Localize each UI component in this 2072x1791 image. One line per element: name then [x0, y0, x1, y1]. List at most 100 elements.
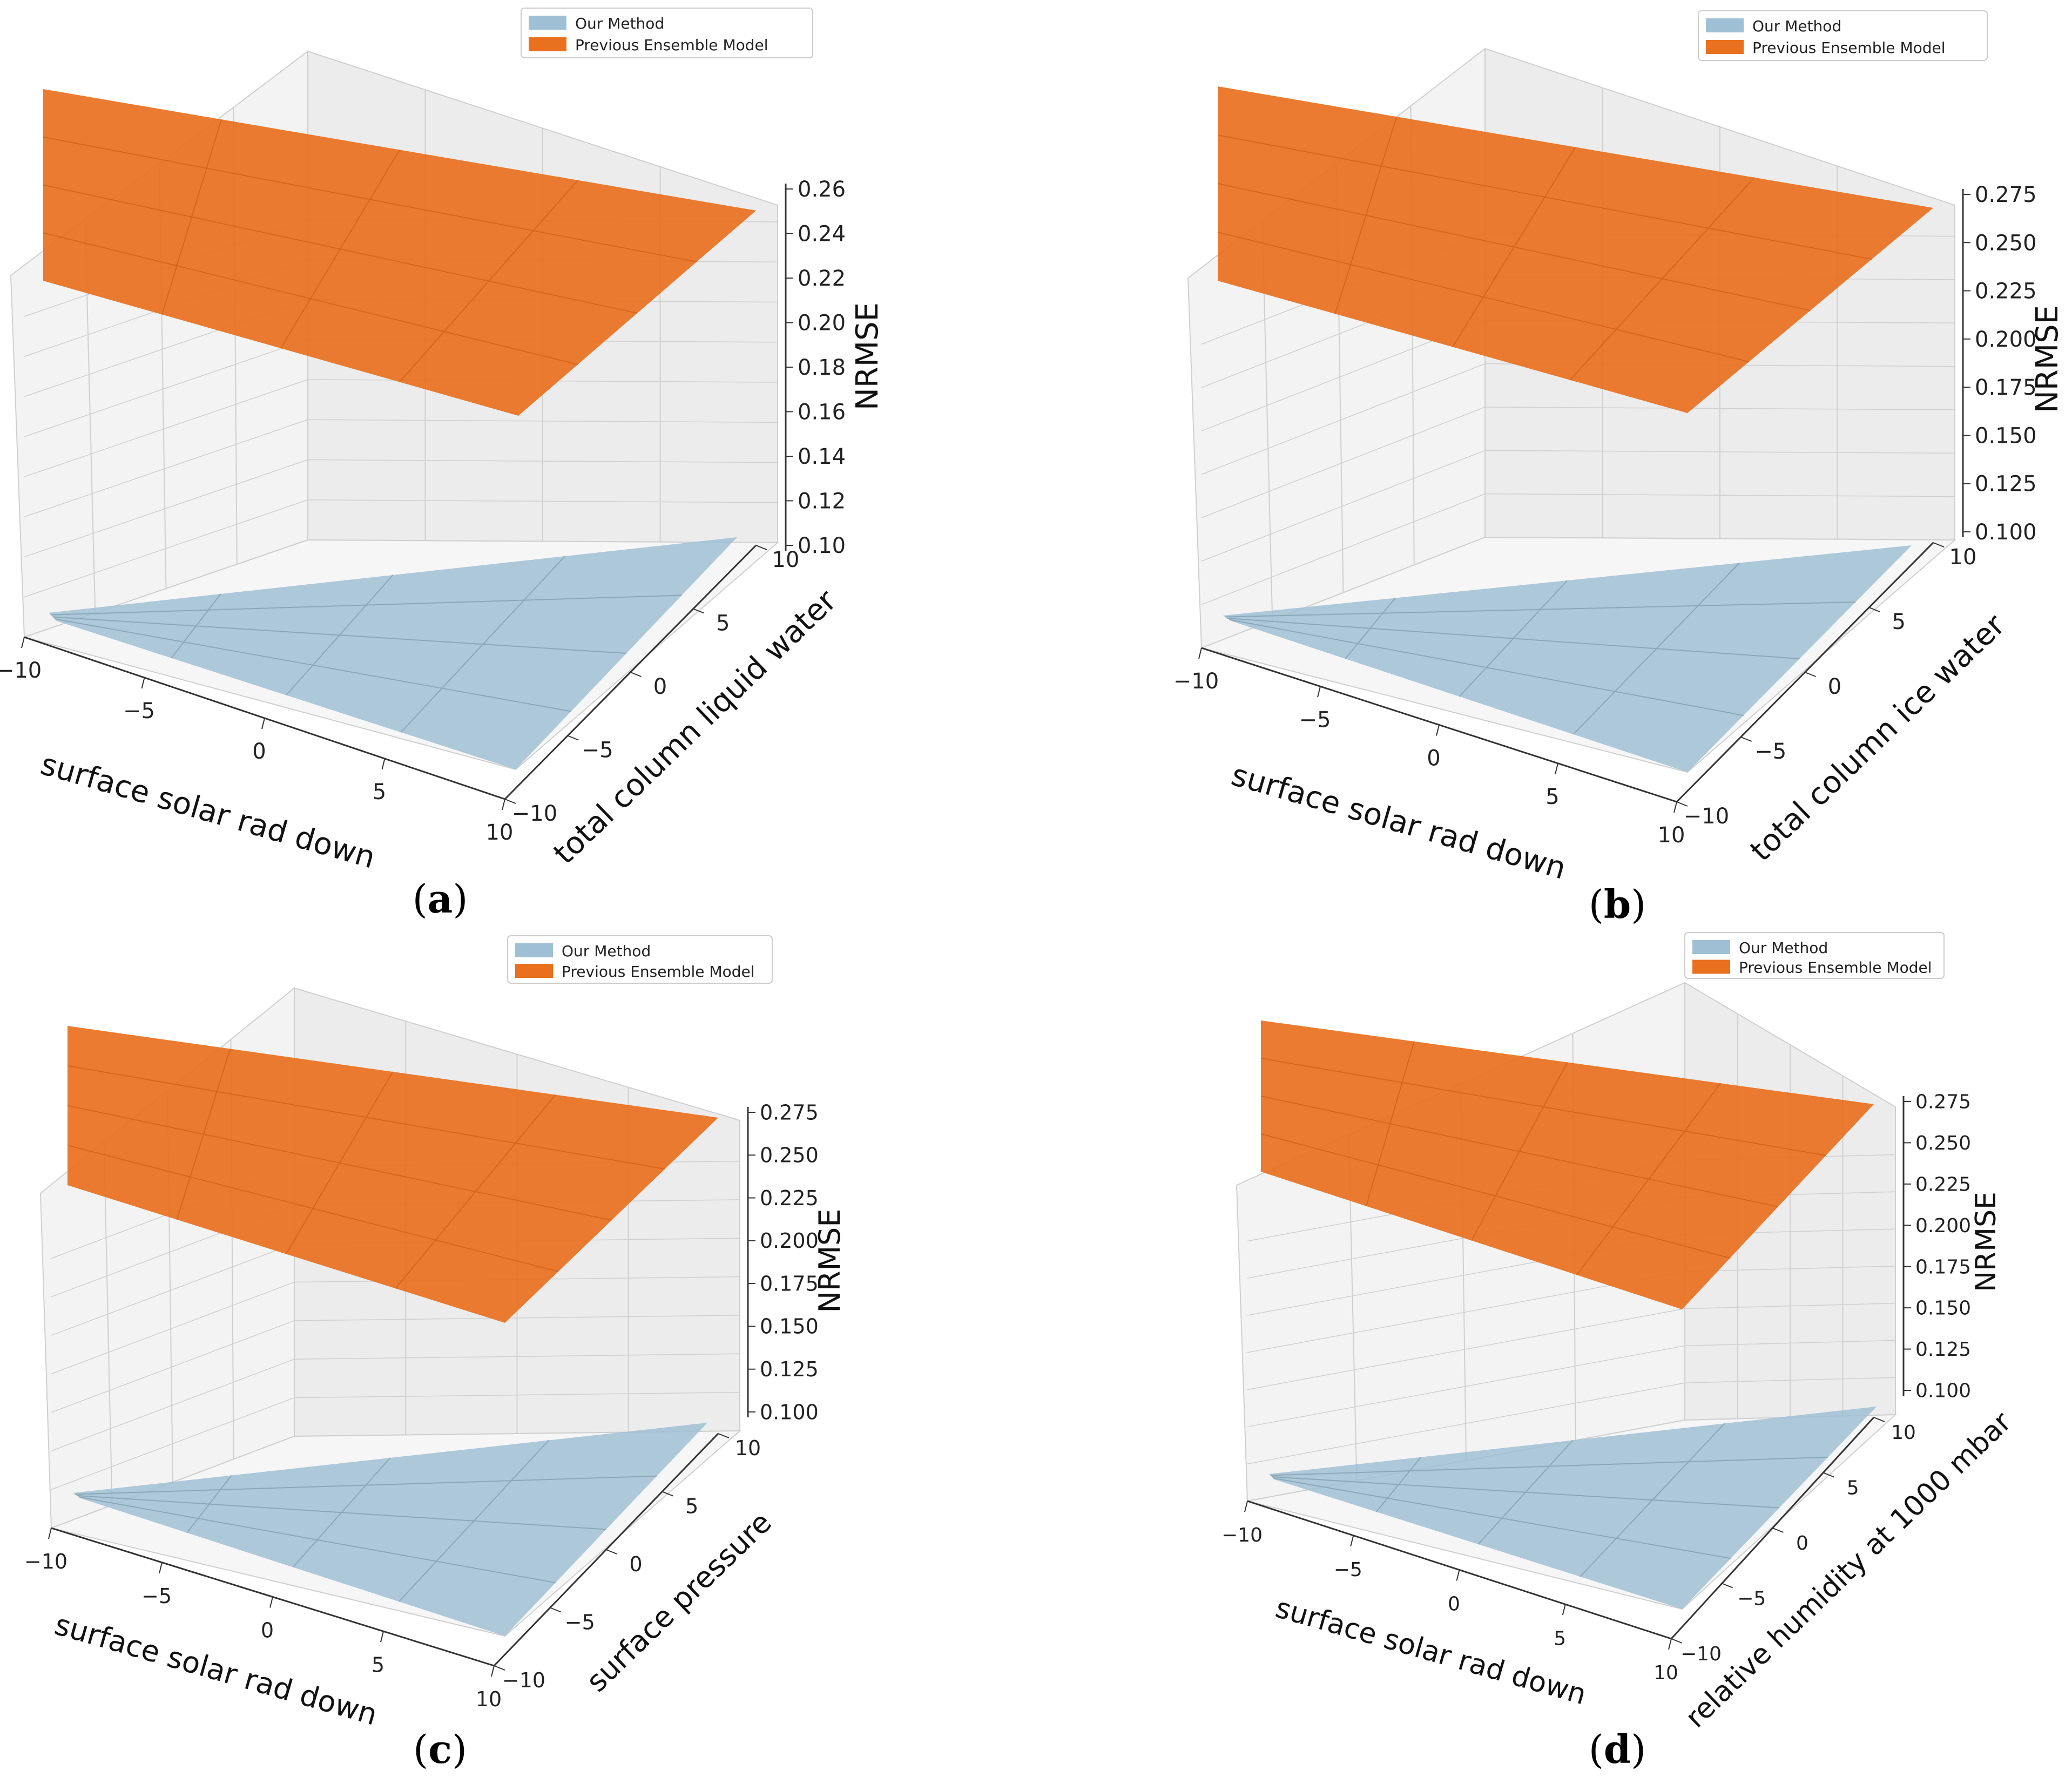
x-tick-mark [502, 799, 505, 810]
legend-box [1684, 932, 1945, 979]
legend-label: Previous Ensemble Model [1739, 959, 1932, 977]
y-tick-mark [662, 1491, 673, 1497]
grid-line [1684, 1340, 1896, 1347]
x-tick-mark [21, 637, 25, 648]
grid-line [1484, 407, 1955, 410]
grid-line [51, 1281, 295, 1375]
z-axis-label: NRMSE [850, 302, 885, 410]
caption-close: ) [453, 876, 468, 922]
y-tick-label: −10 [1684, 804, 1729, 829]
z-tick-label: 0.20 [798, 311, 846, 336]
y-tick-mark [494, 1665, 505, 1671]
y-tick-label: −10 [512, 801, 557, 826]
grid-line [1484, 450, 1955, 454]
z-tick-label: 0.275 [1915, 1091, 1971, 1113]
z-tick-label: 0.150 [1915, 1297, 1971, 1320]
legend: Our Method Previous Ensemble Model [521, 8, 813, 58]
legend-label: Our Method [1752, 17, 1841, 35]
y-tick-mark [1740, 736, 1752, 742]
grid-line [294, 1353, 740, 1360]
caption-close: ) [452, 1727, 467, 1772]
surface-grid-line [1227, 618, 1800, 659]
z-tick-label: 0.225 [1915, 1173, 1971, 1195]
surface-grid-line [400, 556, 565, 733]
z-tick-label: 0.200 [1975, 327, 2037, 352]
x-tick-mark [1555, 763, 1558, 774]
grid-line [1684, 1266, 1896, 1272]
grid-line [51, 1359, 295, 1451]
caption-close: ) [1631, 882, 1646, 927]
grid-line [1201, 537, 1486, 648]
z-tick-label: 0.250 [760, 1144, 819, 1167]
x-tick-mark [1668, 1638, 1672, 1650]
x-tick-label: 10 [476, 1687, 502, 1711]
legend: Our Method Previous Ensemble Model [1698, 10, 1988, 61]
x-tick-mark [1436, 725, 1440, 736]
grid-line [24, 379, 308, 477]
surface-grid-line [77, 1495, 606, 1530]
surface-grid-line [55, 618, 571, 712]
legend-box [507, 935, 773, 984]
x-tick-mark [269, 1597, 273, 1608]
y-tick-label: 10 [1891, 1422, 1916, 1444]
surface-grid-line [67, 1105, 612, 1221]
caption-close: ) [1631, 1727, 1646, 1772]
z-tick-label: 0.150 [760, 1315, 819, 1339]
legend-label: Previous Ensemble Model [1752, 39, 1946, 57]
y-tick-mark [1823, 1472, 1834, 1478]
y-tick-mark [1772, 1528, 1784, 1533]
z-axis-label: NRMSE [813, 1209, 847, 1313]
panel-caption: (b) [1589, 881, 1646, 927]
z-tick-label: 0.22 [798, 266, 846, 291]
legend-swatch-previous-ensemble [515, 964, 553, 978]
y-tick-mark [1722, 1583, 1733, 1589]
z-tick-label: 0.175 [760, 1272, 819, 1295]
grid-line [51, 1320, 295, 1413]
x-tick-label: 5 [373, 780, 386, 805]
legend-swatch-our-method [1706, 18, 1744, 32]
panel-caption: (a) [413, 876, 468, 922]
x-tick-mark [1244, 1501, 1248, 1512]
z-tick-label: 0.200 [760, 1229, 819, 1253]
grid-line [307, 459, 778, 463]
y-tick-label: 0 [1828, 674, 1841, 699]
y-tick-label: 10 [772, 548, 800, 572]
x-axis-label: surface solar rad down [1227, 758, 1570, 887]
grid-line [294, 1315, 740, 1321]
x-tick-label: 5 [1554, 1627, 1566, 1650]
x-tick-mark [380, 1631, 384, 1643]
y-tick-label: 0 [629, 1552, 642, 1576]
surface-grid-line [1260, 1096, 1778, 1207]
surface-grid-line [1273, 1477, 1731, 1559]
z-tick-label: 0.200 [1915, 1215, 1971, 1237]
legend-label: Previous Ensemble Model [562, 963, 755, 981]
y-tick-mark [693, 608, 705, 614]
panel-a: −10−50510−10−505100.100.120.140.160.180.… [0, 8, 885, 922]
x-tick-label: 0 [252, 739, 266, 764]
grid-line [1201, 493, 1486, 605]
y-tick-label: −5 [582, 738, 613, 763]
x-tick-mark [48, 1528, 52, 1539]
y-tick-mark [755, 545, 767, 550]
y-tick-mark [630, 672, 642, 677]
z-tick-label: 0.14 [798, 444, 846, 469]
surface-grid-line [399, 180, 578, 383]
legend-swatch-our-method [1692, 940, 1730, 954]
x-tick-label: −5 [1334, 1559, 1362, 1581]
x-tick-label: 10 [1653, 1662, 1678, 1684]
grid-line [1247, 1382, 1685, 1464]
x-tick-label: −10 [0, 658, 42, 683]
caption-open: ( [1589, 1727, 1604, 1772]
z-tick-label: 0.250 [1915, 1132, 1971, 1154]
legend-label: Our Method [562, 942, 651, 960]
z-tick-label: 0.125 [1975, 472, 2037, 497]
x-tick-label: 5 [372, 1653, 384, 1677]
caption-letter: b [1604, 881, 1631, 927]
panel-caption: (c) [413, 1726, 467, 1772]
y-tick-label: 0 [653, 674, 667, 699]
y-tick-label: −5 [1737, 1588, 1766, 1610]
surface-grid-line [1580, 1423, 1725, 1577]
z-tick-label: 0.175 [1915, 1256, 1971, 1278]
surface-our-method [49, 537, 737, 769]
